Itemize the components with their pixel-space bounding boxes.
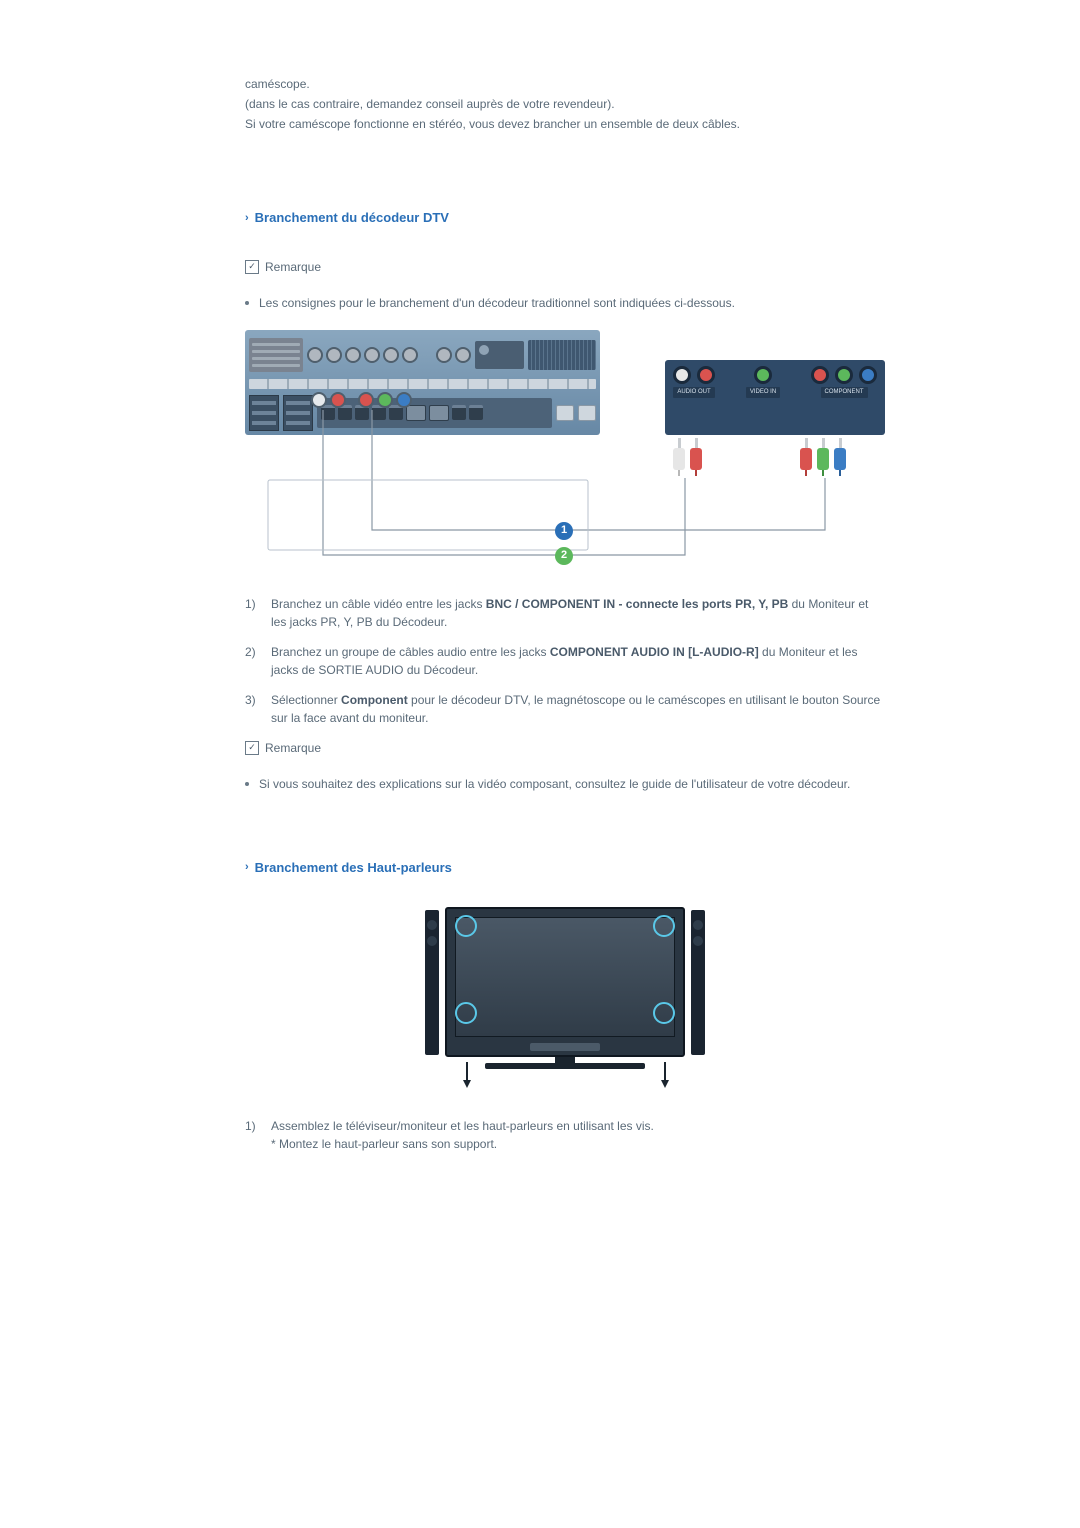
speaker-assembly-diagram bbox=[425, 907, 705, 1092]
spk-step-1: 1) Assemblez le téléviseur/moniteur et l… bbox=[245, 1117, 885, 1153]
spk-steps-list: 1) Assemblez le téléviseur/moniteur et l… bbox=[245, 1117, 885, 1153]
intro-line-3: Si votre caméscope fonctionne en stéréo,… bbox=[245, 115, 885, 133]
intro-line-2: (dans le cas contraire, demandez conseil… bbox=[245, 95, 885, 113]
decoder-card-slot-2 bbox=[283, 395, 313, 431]
decoder-mid-strip bbox=[249, 379, 596, 389]
decoder-jacks-top bbox=[307, 347, 418, 363]
dtv-step-1: 1) Branchez un câble vidéo entre les jac… bbox=[245, 595, 885, 631]
step-number: 3) bbox=[245, 691, 259, 727]
monitor-component-label: COMPONENT bbox=[821, 387, 868, 398]
monitor-video-in bbox=[754, 366, 772, 384]
dtv-bullet2-text: Si vous souhaitez des explications sur l… bbox=[259, 775, 885, 793]
step-number: 1) bbox=[245, 595, 259, 631]
decoder-bottom-row bbox=[249, 392, 596, 434]
dtv-remark-row: ✓ Remarque bbox=[245, 258, 885, 276]
chevron-icon: › bbox=[245, 859, 249, 876]
diagram-badge-1: 1 bbox=[555, 522, 573, 540]
monitor-audio-label: AUDIO OUT bbox=[673, 387, 714, 398]
plug-comp-pb bbox=[834, 438, 846, 476]
badge-1-text: 1 bbox=[561, 522, 567, 539]
tv-frame bbox=[445, 907, 685, 1057]
monitor-comp-pr bbox=[811, 366, 829, 384]
dtv-bullet-2: Si vous souhaitez des explications sur l… bbox=[245, 775, 885, 793]
dtv-step-3: 3) Sélectionner Component pour le décode… bbox=[245, 691, 885, 727]
dtv-bullet1-text: Les consignes pour le branchement d'un d… bbox=[259, 294, 885, 312]
plug-audio-r bbox=[690, 438, 702, 476]
decoder-pr-jack bbox=[358, 392, 374, 408]
checkbox-icon: ✓ bbox=[245, 741, 259, 755]
screw-point-ring bbox=[455, 915, 477, 937]
dtv-steps-list: 1) Branchez un câble vidéo entre les jac… bbox=[245, 595, 885, 727]
document-page: caméscope. (dans le cas contraire, deman… bbox=[0, 0, 1080, 1528]
decoder-pb-jack bbox=[396, 392, 412, 408]
spk-section-heading: › Branchement des Haut-parleurs bbox=[245, 858, 885, 878]
badge-2-text: 2 bbox=[561, 547, 567, 564]
dtv-section-heading: › Branchement du décodeur DTV bbox=[245, 208, 885, 228]
decoder-top-row bbox=[249, 334, 596, 376]
dtv-step-2: 2) Branchez un groupe de câbles audio en… bbox=[245, 643, 885, 679]
decoder-audio-r-jack bbox=[330, 392, 346, 408]
plug-comp-pr bbox=[800, 438, 812, 476]
screw-point-ring bbox=[653, 915, 675, 937]
tv-controls-strip bbox=[530, 1043, 600, 1051]
monitor-audio-l bbox=[673, 366, 691, 384]
monitor-audio-r bbox=[697, 366, 715, 384]
monitor-video-label: VIDEO IN bbox=[746, 387, 780, 398]
step-text: Sélectionner Component pour le décodeur … bbox=[271, 691, 885, 727]
dtv-connection-diagram: AUDIO OUT VIDEO IN COMPONENT bbox=[245, 330, 885, 570]
step-text: Branchez un câble vidéo entre les jacks … bbox=[271, 595, 885, 631]
decoder-mini-buttons bbox=[556, 405, 596, 421]
decoder-small-panel bbox=[475, 341, 524, 369]
screw-arrow-icon bbox=[661, 1062, 669, 1088]
tv-stand-base bbox=[485, 1063, 645, 1069]
monitor-component-plugs bbox=[800, 438, 846, 476]
step-text: Assemblez le téléviseur/moniteur et les … bbox=[271, 1117, 885, 1153]
spk-diagram-wrapper bbox=[245, 907, 885, 1092]
spk-heading-text: Branchement des Haut-parleurs bbox=[255, 858, 452, 878]
checkbox-icon: ✓ bbox=[245, 260, 259, 274]
decoder-back-panel bbox=[245, 330, 600, 435]
decoder-jacks-top-2 bbox=[436, 347, 471, 363]
screw-arrow-icon bbox=[463, 1062, 471, 1088]
monitor-audio-group: AUDIO OUT bbox=[673, 366, 715, 398]
monitor-comp-y bbox=[835, 366, 853, 384]
plug-comp-y bbox=[817, 438, 829, 476]
dtv-remark-row-2: ✓ Remarque bbox=[245, 739, 885, 757]
intro-line-1: caméscope. bbox=[245, 75, 885, 93]
step-number: 1) bbox=[245, 1117, 259, 1153]
monitor-audio-plugs bbox=[673, 438, 702, 476]
dtv-remark-label: Remarque bbox=[265, 258, 321, 276]
monitor-video-group: VIDEO IN bbox=[746, 366, 780, 398]
step-number: 2) bbox=[245, 643, 259, 679]
dtv-heading-text: Branchement du décodeur DTV bbox=[255, 208, 449, 228]
decoder-audio-l-jack bbox=[311, 392, 327, 408]
monitor-comp-pb bbox=[859, 366, 877, 384]
content-column: caméscope. (dans le cas contraire, deman… bbox=[245, 75, 885, 1165]
step-text: Branchez un groupe de câbles audio entre… bbox=[271, 643, 885, 679]
right-speaker bbox=[691, 910, 705, 1055]
monitor-input-panel: AUDIO OUT VIDEO IN COMPONENT bbox=[665, 360, 885, 435]
bullet-icon bbox=[245, 301, 249, 305]
dtv-remark2-label: Remarque bbox=[265, 739, 321, 757]
plug-audio-l bbox=[673, 438, 685, 476]
screw-point-ring bbox=[653, 1002, 675, 1024]
diagram-badge-2: 2 bbox=[555, 547, 573, 565]
bullet-icon bbox=[245, 782, 249, 786]
tv-screen bbox=[455, 917, 675, 1037]
dtv-bullet-1: Les consignes pour le branchement d'un d… bbox=[245, 294, 885, 312]
decoder-card-slot bbox=[249, 395, 279, 431]
monitor-component-group: COMPONENT bbox=[811, 366, 877, 398]
screw-point-ring bbox=[455, 1002, 477, 1024]
chevron-icon: › bbox=[245, 210, 249, 227]
left-speaker bbox=[425, 910, 439, 1055]
decoder-y-jack bbox=[377, 392, 393, 408]
decoder-grille bbox=[249, 338, 303, 372]
decoder-vent-panel bbox=[528, 340, 596, 370]
intro-paragraph: caméscope. (dans le cas contraire, deman… bbox=[245, 75, 885, 133]
